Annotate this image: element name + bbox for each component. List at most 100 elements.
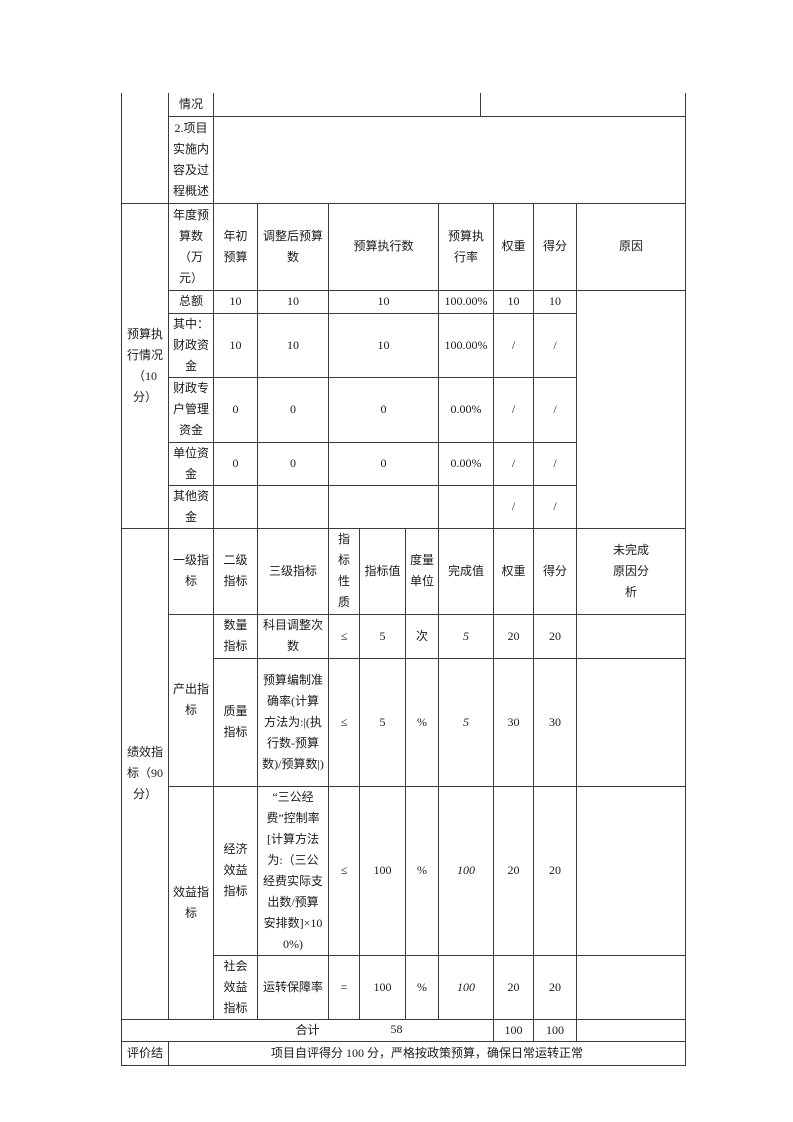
budget-header-annual: 年度预算数（万元）	[168, 202, 214, 291]
perf-unit: %	[405, 954, 439, 1020]
budget-cell	[328, 484, 439, 529]
budget-row-label: 单位资金	[168, 441, 214, 486]
table-row: 效益指标 经济效益指标 “三公经费”控制率[计算方法为:（三公经费实际支出数/预…	[122, 785, 686, 1020]
budget-cell: /	[533, 484, 577, 529]
budget-cell: 10	[213, 289, 258, 314]
table-row: 合计 100 100	[121, 1018, 686, 1042]
perf-weight: 30	[493, 657, 534, 787]
perf-level1-output: 产出指标	[168, 613, 214, 787]
perf-unit: 次	[405, 613, 439, 659]
budget-cell: 0.00%	[438, 441, 494, 486]
perf-target: 100	[359, 954, 406, 1020]
perf-header-level3: 三级指标	[257, 527, 329, 615]
perf-header-unit: 度量单位	[405, 527, 439, 615]
continuation-table: 情况 2.项目实施内容及过程概述	[121, 93, 686, 204]
perf-header-level2: 二级指标	[213, 527, 258, 615]
perf-header-weight: 权重	[493, 527, 534, 615]
continuation-row2-content	[213, 115, 686, 204]
budget-cell: /	[493, 484, 534, 529]
budget-cell: 100.00%	[438, 312, 494, 378]
budget-section-label: 预算执行情况（10分）	[121, 202, 169, 529]
table-row: 总额 10 10 10 100.00% 10 10	[122, 289, 686, 529]
table-row: 其中：财政资金 10 10 10 100.00% / /	[122, 312, 686, 378]
perf-target: 100	[359, 785, 406, 956]
perf-header-unfinished-reason: 未完成原因分析	[576, 527, 686, 615]
perf-nature: ≤	[328, 613, 360, 659]
perf-header-unfinished-reason-text: 未完成原因分析	[612, 542, 649, 599]
table-row: 社会效益指标 运转保障率 = 100 % 100 20 20	[122, 954, 686, 1020]
budget-cell: 0	[328, 376, 439, 443]
continuation-row1-label: 情况	[168, 93, 214, 117]
perf-unfinished-reason-cell	[576, 657, 686, 787]
perf-header-actual: 完成值	[438, 527, 494, 615]
evaluation-form: 情况 2.项目实施内容及过程概述 预算执行情况（10分） 年度预算数（万元） 年…	[121, 93, 686, 1066]
table-row: 质量指标 预算编制准确率(计算方法为:|(执行数-预算数)/预算数|) ≤ 5 …	[122, 657, 686, 787]
evaluation-label: 评价结	[121, 1040, 169, 1066]
budget-header-rate: 预算执行率	[438, 202, 494, 291]
table-row: 财政专户管理资金 0 0 0 0.00% / /	[122, 376, 686, 443]
evaluation-text: 项目自评得分 100 分，严格按政策预算，确保日常运转正常	[168, 1040, 686, 1066]
total-weight: 100	[493, 1018, 534, 1042]
continuation-row1-cell-a	[213, 93, 481, 117]
budget-cell: /	[533, 312, 577, 378]
continuation-row2-label: 2.项目实施内容及过程概述	[168, 115, 214, 204]
page-number: 58	[390, 1022, 403, 1036]
budget-header-reason: 原因	[576, 202, 686, 291]
budget-row-label: 其他资金	[168, 484, 214, 529]
perf-target: 5	[359, 657, 406, 787]
budget-cell: 10	[257, 312, 329, 378]
perf-level3: 运转保障率	[257, 954, 329, 1020]
perf-level3: “三公经费”控制率[计算方法为:（三公经费实际支出数/预算安排数]×100%)	[257, 785, 329, 956]
performance-indicator-table: 绩效指标（90分） 一级指标 二级指标 三级指标 指标性质 指标值 度量单位 完…	[121, 527, 686, 1066]
perf-score: 20	[533, 613, 577, 659]
budget-cell: 10	[257, 289, 329, 314]
perf-level3: 科目调整次数	[257, 613, 329, 659]
performance-section-label: 绩效指标（90分）	[121, 527, 169, 1020]
perf-level2: 数量指标	[213, 613, 258, 659]
budget-cell: 10	[493, 289, 534, 314]
perf-target: 5	[359, 613, 406, 659]
perf-level2: 质量指标	[213, 657, 258, 787]
budget-cell: 0.00%	[438, 376, 494, 443]
perf-actual: 5	[438, 657, 494, 787]
perf-actual: 100	[438, 785, 494, 956]
table-row: 单位资金 0 0 0 0.00% / /	[122, 441, 686, 486]
budget-cell: /	[493, 441, 534, 486]
perf-header-nature: 指标性质	[328, 527, 360, 615]
budget-cell: 10	[328, 312, 439, 378]
perf-weight: 20	[493, 613, 534, 659]
budget-reason-cell	[576, 289, 686, 529]
budget-execution-table: 预算执行情况（10分） 年度预算数（万元） 年初预算 调整后预算数 预算执行数 …	[121, 202, 686, 529]
perf-level2: 经济效益指标	[213, 785, 258, 956]
budget-header-adjusted: 调整后预算数	[257, 202, 329, 291]
budget-cell: 10	[328, 289, 439, 314]
budget-header-executed: 预算执行数	[328, 202, 439, 291]
perf-actual: 100	[438, 954, 494, 1020]
table-row: 产出指标 数量指标 科目调整次数 ≤ 5 次 5 20 20	[122, 613, 686, 787]
perf-weight: 20	[493, 954, 534, 1020]
perf-header-score: 得分	[533, 527, 577, 615]
budget-cell: 0	[257, 376, 329, 443]
budget-cell: 0	[213, 441, 258, 486]
perf-actual: 5	[438, 613, 494, 659]
perf-unfinished-reason-cell	[576, 785, 686, 956]
budget-header-score: 得分	[533, 202, 577, 291]
table-row: 预算执行情况（10分） 年度预算数（万元） 年初预算 调整后预算数 预算执行数 …	[121, 202, 686, 529]
continuation-row1-cell-b	[480, 93, 686, 117]
budget-cell: 0	[257, 441, 329, 486]
perf-nature: ≤	[328, 785, 360, 956]
perf-score: 20	[533, 954, 577, 1020]
budget-cell: /	[533, 376, 577, 443]
budget-row-label: 其中：财政资金	[168, 312, 214, 378]
perf-unfinished-reason-cell	[576, 613, 686, 659]
perf-unit: %	[405, 785, 439, 956]
budget-cell: 10	[213, 312, 258, 378]
table-row: 2.项目实施内容及过程概述	[122, 115, 686, 204]
perf-score: 30	[533, 657, 577, 787]
budget-header-weight: 权重	[493, 202, 534, 291]
budget-cell: 10	[533, 289, 577, 314]
budget-cell: /	[493, 312, 534, 378]
perf-unit: %	[405, 657, 439, 787]
perf-unfinished-reason-cell	[576, 954, 686, 1020]
